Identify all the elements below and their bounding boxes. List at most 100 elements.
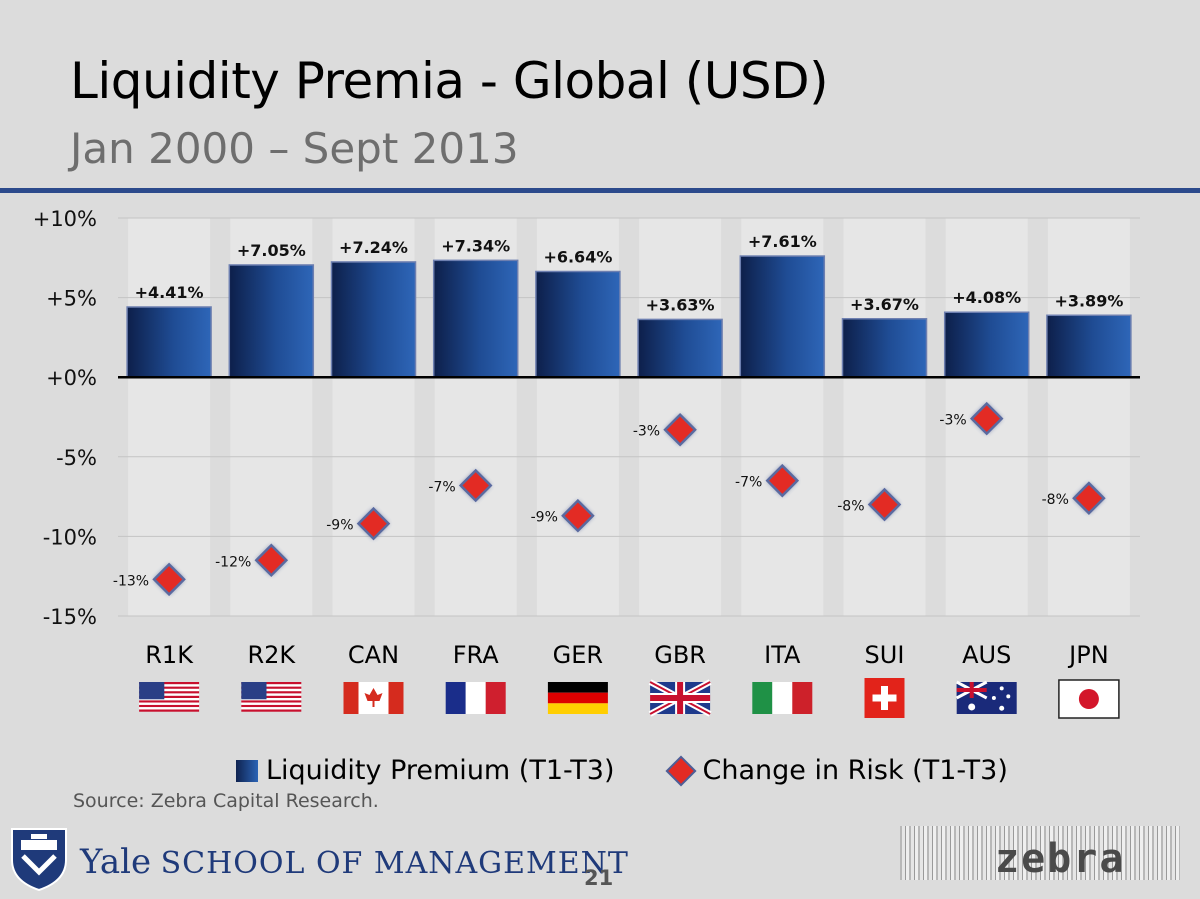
liquidity-premia-chart: +10% +5% +0% -5% -10% -15% +4.41% -13% R1K +7.05%… [33,207,1140,719]
flag-star [999,705,1005,711]
yale-school: SCHOOL OF MANAGEMENT [160,846,629,881]
bar [535,270,621,378]
flag-stripe [241,707,302,710]
flag-sun [1078,689,1099,709]
yale-wordmark: Yale SCHOOL OF MANAGEMENT [80,842,629,882]
flag-stripe [139,684,200,687]
risk-data-label: -3% [939,413,966,429]
bar-data-label: +7.24% [339,238,408,257]
risk-marker [1072,481,1106,515]
maple-leaf [364,688,383,707]
flag-star [1006,694,1011,699]
flag-stripe [139,707,200,710]
flag-stripe [241,682,302,685]
x-tick-label: AUS [962,641,1011,669]
risk-data-label: -8% [837,499,864,515]
y-tick-label: +10% [33,207,97,231]
flag-cross [956,688,987,692]
bar [739,255,826,378]
bar [1046,314,1132,378]
risk-marker [969,401,1004,436]
flag-cross [650,695,711,701]
flag-stripe [139,702,200,705]
usa-flag-icon [241,682,302,712]
risk-marker [152,562,186,597]
y-tick-label: -15% [43,605,97,629]
bar [432,259,519,378]
slide-subtitle: Jan 2000 – Sept 2013 [70,124,519,173]
flag-band [465,682,486,714]
japan-flag-icon [1058,679,1120,719]
risk-data-label: -7% [428,479,455,495]
flag-stripe [241,700,302,703]
uk-flag-icon [648,679,712,717]
risk-data-label: -13% [113,573,149,589]
france-flag-icon [445,682,506,714]
risk-marker [765,463,800,498]
flag-band [772,682,793,714]
switzerland-flag-icon [864,678,905,718]
flag-star [999,686,1004,691]
x-tick-label: CAN [348,641,399,669]
zebra-logo-background [900,826,1180,880]
flag-stripe [139,682,200,685]
y-tick-label: +5% [46,287,97,311]
flag-stripe [139,698,200,701]
risk-data-label: -9% [326,518,353,534]
bar-data-label: +7.61% [748,232,817,251]
bar [228,264,315,378]
bar [330,261,417,378]
flag-band [547,703,608,714]
x-tick-label: GER [553,641,603,669]
flag-stripe [241,684,302,687]
yale-shield-icon [11,828,67,892]
legend-item-change-in-risk: Change in Risk (T1-T3) [666,755,1008,786]
x-tick-label: GBR [654,641,706,669]
y-tick-label: -10% [43,525,97,549]
legend-label-change-in-risk: Change in Risk (T1-T3) [702,755,1008,786]
legend-bar-swatch-icon [236,759,258,782]
bar-data-label: +3.63% [646,295,715,314]
legend-item-liquidity-premium: Liquidity Premium (T1-T3) [236,755,614,786]
x-tick-label: R2K [247,641,296,669]
column-stripe [128,218,211,616]
legend-label-liquidity-premium: Liquidity Premium (T1-T3) [266,755,615,786]
risk-data-label: -12% [215,554,251,570]
flag-band [343,682,359,714]
flag-stripe [241,704,302,708]
bar-data-label: +7.05% [237,241,306,260]
canada-flag-icon [343,682,404,714]
flag-stripe [139,695,200,698]
risk-data-label: -9% [531,510,558,526]
australia-flag-icon [955,680,1017,714]
flag-stripe [241,693,302,696]
x-tick-label: R1K [145,641,194,669]
x-tick-label: ITA [764,641,801,669]
column-stripe [1047,218,1130,616]
risk-data-label: -7% [735,475,762,491]
bar-data-label: +6.64% [543,247,612,266]
column-stripe [843,218,926,616]
y-tick-label: +0% [46,366,97,390]
italy-flag-icon [752,682,813,714]
risk-marker [458,468,493,503]
flag-band [485,682,506,714]
flag-band [445,682,466,714]
legend-diamond-icon [668,757,695,784]
flag-band [547,692,608,704]
bar-data-label: +7.34% [441,236,510,255]
source-note: Source: Zebra Capital Research. [73,790,379,812]
flag-cross [872,694,897,702]
flag-canton [241,682,267,700]
page-number: 21 [584,866,614,890]
bar-data-label: +3.67% [850,295,919,314]
risk-data-label: -3% [633,424,660,440]
bar [637,318,723,378]
x-tick-label: FRA [453,641,500,669]
header-rule [0,188,1200,193]
flag-band [547,682,608,693]
usa-flag-icon [139,682,200,712]
bar-data-label: +4.41% [135,283,204,302]
flag-band [388,682,404,714]
flag-stripe [139,700,200,703]
